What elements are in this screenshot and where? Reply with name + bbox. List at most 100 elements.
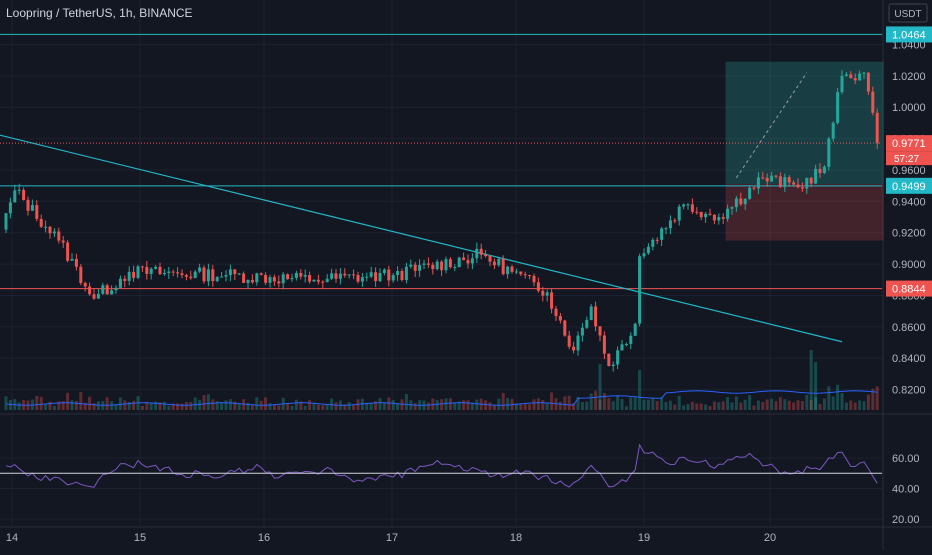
volume-bar — [66, 392, 70, 410]
candle-body — [787, 177, 791, 183]
candle-body — [523, 274, 527, 276]
volume-bar — [17, 402, 21, 410]
volume-bar — [325, 404, 329, 410]
price-axis[interactable]: 1.04001.02001.00000.98000.96000.94000.92… — [888, 3, 928, 526]
volume-bar — [228, 399, 232, 410]
volume-bar — [374, 401, 378, 410]
support-line-label: 0.9499 — [892, 181, 926, 193]
volume-bar — [523, 404, 527, 410]
volume-bar — [686, 403, 690, 410]
volume-bar — [567, 395, 571, 410]
candle-body — [176, 272, 180, 274]
candle-body — [211, 269, 215, 282]
volume-bar — [303, 405, 307, 410]
candle-body — [39, 218, 43, 227]
price-tick-label: 0.9200 — [892, 228, 926, 240]
volume-bar — [242, 399, 246, 410]
volume-bar — [176, 403, 180, 410]
candle-body — [783, 177, 787, 188]
candle-body — [563, 320, 567, 336]
volume-bar — [312, 403, 316, 410]
candle-body — [616, 350, 620, 365]
candle-body — [88, 286, 92, 295]
volume-bar — [4, 396, 8, 410]
volume-bar — [321, 405, 325, 410]
volume-bar — [286, 402, 290, 410]
volume-bar — [110, 401, 114, 410]
volume-bar — [387, 397, 391, 410]
candle-body — [501, 258, 505, 275]
volume-bar — [444, 398, 448, 410]
volume-bar — [756, 400, 760, 410]
candle-body — [545, 292, 549, 296]
support-line-label-bg — [886, 177, 932, 194]
candle-body — [13, 190, 17, 203]
volume-bar — [787, 400, 791, 410]
volume-bar — [382, 402, 386, 410]
volume-bar — [400, 399, 404, 410]
volume-bar — [822, 398, 826, 410]
volume-bar — [435, 399, 439, 410]
volume-bar — [748, 395, 752, 410]
volume-bar — [83, 402, 87, 410]
candle-body — [730, 207, 734, 209]
volume-bar — [677, 395, 681, 410]
candle-body — [576, 335, 580, 351]
candle-body — [682, 204, 686, 207]
position-target-zone — [725, 61, 884, 185]
candle-body — [572, 346, 576, 351]
volume-bar — [180, 403, 184, 410]
candle-body — [462, 257, 466, 261]
candle-body — [589, 306, 593, 321]
candle-body — [620, 344, 624, 351]
volume-bar — [264, 397, 268, 410]
candle-body — [655, 239, 659, 241]
volume-bar — [70, 400, 74, 410]
volume-bar — [558, 401, 562, 410]
countdown-label: 57:27 — [894, 154, 919, 165]
candle-body — [352, 274, 356, 276]
time-axis[interactable]: 14 15 16 17 18 19 20 — [6, 532, 776, 544]
volume-bar — [360, 398, 364, 410]
price-tick-label: 0.8200 — [892, 385, 926, 397]
symbol-title[interactable]: Loopring / TetherUS, 1h, BINANCE — [6, 6, 193, 20]
candle-body — [330, 273, 334, 279]
volume-bar — [545, 403, 549, 410]
candle-body — [836, 92, 840, 123]
candle-body — [378, 273, 382, 282]
candle-body — [220, 276, 224, 278]
volume-bar — [514, 403, 518, 410]
volume-bar — [624, 406, 628, 410]
candle-body — [660, 228, 664, 240]
horizontal-lines[interactable] — [0, 33, 882, 290]
volume-bar — [814, 397, 818, 410]
candle-body — [611, 364, 615, 367]
rsi-line — [5, 443, 878, 488]
volume-bar — [149, 402, 153, 410]
time-label: 20 — [764, 532, 776, 544]
trendline[interactable] — [0, 72, 843, 343]
red-line-label: 0.8844 — [892, 284, 926, 296]
candle-body — [440, 261, 444, 271]
candle-body — [532, 275, 536, 283]
candle-body — [840, 75, 844, 93]
volume-bar — [189, 401, 193, 410]
long-position-tool[interactable] — [725, 61, 884, 241]
candle-body — [752, 187, 756, 189]
volume-bar — [629, 397, 633, 410]
candle-body — [316, 279, 320, 282]
price-tick-label: 1.0400 — [892, 39, 926, 51]
candle-body — [365, 276, 369, 278]
candle-body — [158, 266, 162, 275]
volume-bar — [598, 400, 602, 410]
volume-bar — [378, 398, 382, 410]
volume-bar — [396, 403, 400, 410]
volume-bar — [193, 397, 197, 410]
volume-bar — [184, 402, 188, 410]
candle-body — [123, 278, 127, 281]
candle-body — [400, 271, 404, 281]
red-line-label-bg — [886, 280, 932, 297]
top-line-label: 1.0464 — [892, 29, 926, 41]
